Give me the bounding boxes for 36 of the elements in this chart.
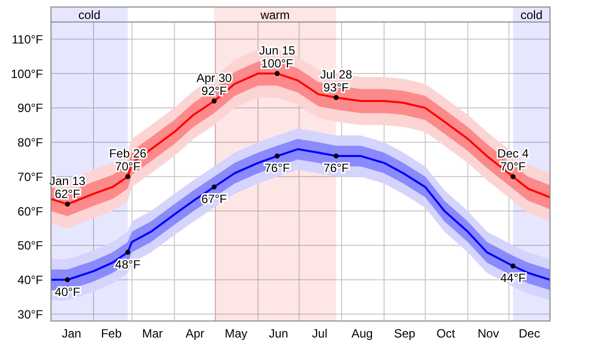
annotation: Feb 26 70°F (109, 146, 147, 174)
y-tick-label: 30°F (18, 307, 43, 322)
y-tick-label: 110°F (12, 32, 43, 46)
annotation: 76°F (323, 161, 349, 176)
x-tick-label: Jul (312, 326, 328, 341)
band-label: cold (78, 8, 100, 22)
x-tick-label: Apr (186, 326, 204, 341)
x-tick-label: Nov (478, 326, 499, 341)
y-tick-label: 80°F (18, 136, 43, 150)
band-label: cold (520, 8, 542, 22)
annotation: Jul 28 93°F (320, 68, 352, 95)
x-tick-label: Oct (436, 326, 456, 341)
x-tick-label: May (224, 326, 248, 341)
annotation: 48°F (115, 257, 141, 272)
annotation: 40°F (54, 284, 80, 299)
x-tick-label: Feb (100, 326, 122, 341)
annotation: 44°F (500, 271, 526, 286)
annotation: Jan 13 62°F (49, 174, 86, 202)
annotation: 76°F (264, 161, 290, 176)
y-tick-label: 40°F (18, 273, 43, 288)
x-tick-label: Sep (394, 326, 416, 341)
band-label: warm (259, 8, 290, 22)
annotation: Dec 4 70°F (497, 146, 529, 174)
x-tick-label: Jun (268, 326, 288, 341)
annotation: Jun 15 100°F (259, 44, 296, 71)
y-tick-label: 60°F (18, 204, 43, 218)
x-tick-label: Aug (352, 326, 373, 341)
y-tick-label: 100°F (10, 66, 43, 81)
annotation: 67°F (201, 192, 227, 206)
y-tick-label: 90°F (18, 101, 43, 116)
y-tick-label: 50°F (18, 238, 43, 253)
x-tick-label: Jan (62, 326, 82, 341)
x-tick-label: Dec (518, 326, 540, 341)
x-tick-label: Mar (142, 326, 163, 341)
y-tick-label: 70°F (18, 170, 43, 184)
annotation: Apr 30 92°F (196, 71, 232, 98)
